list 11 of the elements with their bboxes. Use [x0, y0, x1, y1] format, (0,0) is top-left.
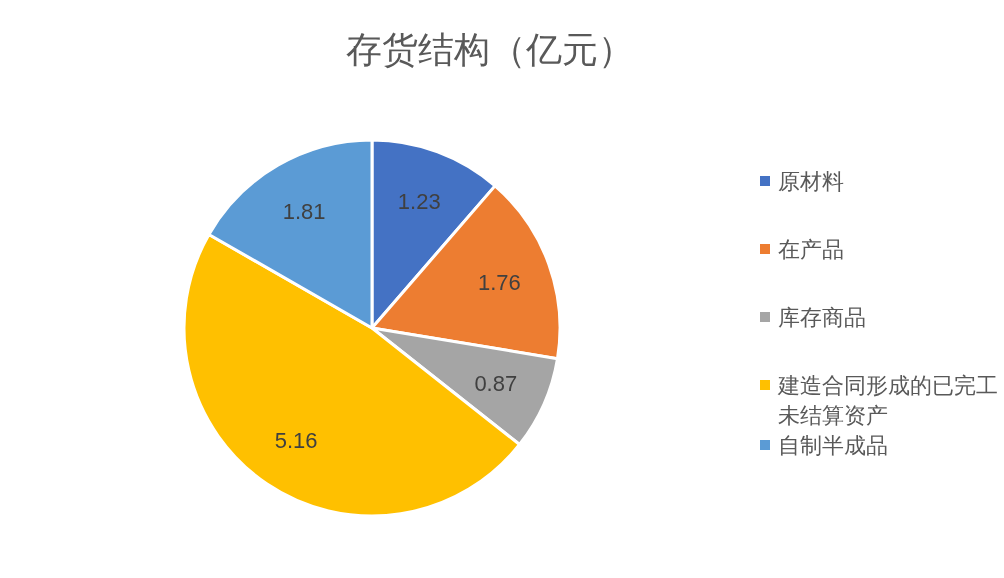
data-label: 1.23 [397, 189, 441, 215]
data-label: 5.16 [274, 428, 318, 454]
data-label: 1.81 [282, 198, 326, 224]
data-label: 1.76 [477, 270, 521, 296]
chart-title: 存货结构（亿元） [346, 29, 634, 70]
legend-label: 原材料 [778, 169, 844, 194]
legend-label: 建造合同形成的已完工未结算资产 [777, 373, 998, 428]
legend-label: 库存商品 [778, 305, 866, 330]
data-label: 0.87 [474, 370, 518, 396]
legend-label: 自制半成品 [778, 433, 888, 458]
legend-label: 在产品 [778, 237, 844, 262]
